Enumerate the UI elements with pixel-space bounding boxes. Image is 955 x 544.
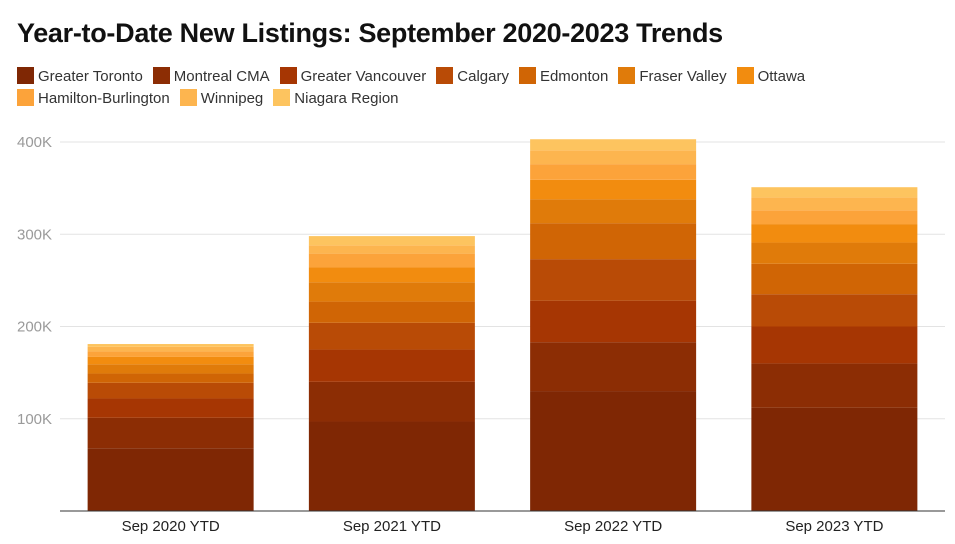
bar-segment (530, 164, 697, 180)
legend-label: Hamilton-Burlington (38, 90, 170, 107)
bar-segment (308, 282, 475, 302)
legend-swatch (279, 67, 297, 84)
legend-label: Edmonton (539, 68, 609, 85)
legend-item: Edmonton (518, 66, 609, 88)
bar-segment (308, 267, 475, 283)
legend-item: Fraser Valley (618, 66, 727, 88)
x-tick-label: Sep 2022 YTD (564, 518, 662, 535)
legend-item: Ottawa (736, 66, 806, 88)
legend-label: Niagara Region (294, 90, 399, 107)
bar-segment (87, 448, 254, 511)
bar-segment (87, 344, 254, 347)
bar-segment (87, 382, 254, 399)
x-tick-label: Sep 2020 YTD (122, 518, 220, 535)
bar-segment (87, 373, 254, 383)
legend-item: Montreal CMA (152, 66, 270, 88)
legend-label: Greater Toronto (38, 68, 143, 85)
legend-item: Calgary (436, 66, 509, 88)
legend-item: Greater Vancouver (279, 66, 427, 88)
legend-label: Fraser Valley (639, 68, 727, 85)
bar-segment (751, 224, 918, 243)
y-tick-label: 100K (17, 411, 52, 428)
legend-label: Winnipeg (200, 90, 264, 107)
bar-segment (308, 349, 475, 382)
bar-segment (308, 381, 475, 422)
legend-label: Greater Vancouver (300, 68, 427, 85)
legend-item: Winnipeg (179, 88, 264, 110)
x-tick-label: Sep 2023 YTD (785, 518, 883, 535)
bar-segment (308, 253, 475, 268)
legend-label: Ottawa (757, 68, 806, 85)
bar-segment (87, 351, 254, 357)
bar-segment (530, 139, 697, 151)
bar-segment (751, 263, 918, 295)
legend-swatch (618, 67, 636, 84)
chart-title: Year-to-Date New Listings: September 202… (17, 18, 723, 48)
bar-segment (751, 407, 918, 511)
legend-item: Greater Toronto (17, 66, 143, 88)
bar-segment (530, 199, 697, 224)
bar-segment (308, 245, 475, 254)
bar-segment (751, 187, 918, 198)
bar-segment (530, 342, 697, 392)
y-tick-label: 200K (17, 319, 52, 336)
legend-swatch (273, 89, 291, 106)
bar-segment (530, 259, 697, 301)
bar-segment (751, 210, 918, 225)
bar-segment (87, 417, 254, 449)
bar-segment (530, 223, 697, 260)
bar-segment (530, 179, 697, 200)
y-tick-label: 400K (17, 134, 52, 151)
legend-item: Niagara Region (273, 88, 399, 110)
bar-segment (308, 236, 475, 246)
chart-legend: Greater Toronto Montreal CMA Greater Vanco… (17, 66, 937, 110)
bar-segment (751, 294, 918, 327)
legend-swatch (518, 67, 536, 84)
bar-segment (751, 363, 918, 408)
bar-segment (530, 391, 697, 511)
legend-swatch (17, 67, 34, 84)
bar-segment (308, 301, 475, 323)
bar-segment (308, 421, 475, 511)
bar-segment (87, 364, 254, 374)
bar-segment (530, 300, 697, 343)
x-tick-label: Sep 2021 YTD (343, 518, 441, 535)
legend-swatch (179, 89, 197, 106)
legend-swatch (736, 67, 754, 84)
legend-swatch (152, 67, 170, 84)
bar-segment (87, 398, 254, 418)
y-tick-label: 300K (17, 226, 52, 243)
bar-segment (87, 356, 254, 365)
legend-item: Hamilton-Burlington (17, 88, 170, 110)
bar-segment (87, 346, 254, 352)
legend-label: Calgary (457, 68, 509, 85)
bar-segment (751, 326, 918, 364)
bar-segment (751, 197, 918, 211)
bar-segment (308, 322, 475, 350)
bar-segment (751, 242, 918, 264)
legend-label: Montreal CMA (173, 68, 270, 85)
legend-swatch (436, 67, 454, 84)
bar-segment (530, 150, 697, 165)
legend-swatch (17, 89, 34, 106)
